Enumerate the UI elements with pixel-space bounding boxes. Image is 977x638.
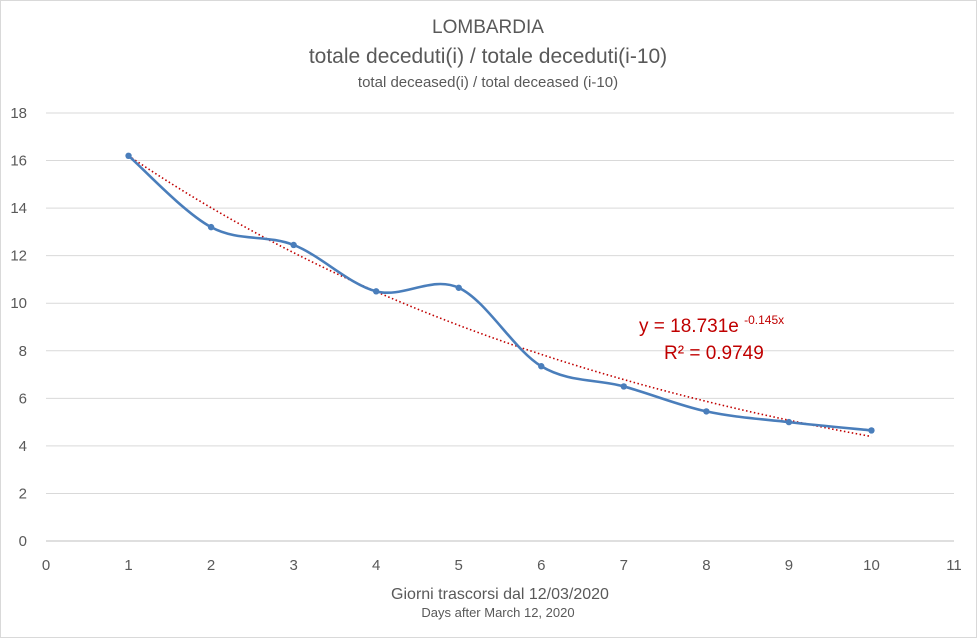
x-tick-label: 11: [946, 557, 962, 574]
trendline-path: [128, 155, 872, 438]
data-point: [455, 284, 462, 291]
data-point: [785, 418, 793, 426]
trendline-r-squared: R² = 0.9749: [664, 343, 764, 364]
data-point: [538, 363, 545, 370]
y-tick-labels: 0 2 4 6 8 10 12 14 16 18: [10, 105, 27, 550]
x-tick-label: 0: [42, 557, 50, 574]
trendline-equation-exponent: -0.145x: [744, 313, 784, 327]
series-line: [127, 154, 872, 432]
x-tick-label: 3: [289, 557, 297, 574]
chart-subtitle: totale deceduti(i) / totale deceduti(i-1…: [309, 45, 667, 68]
y-tick-label: 0: [19, 533, 27, 550]
x-tick-labels: 0 1 2 3 4 5 6 7 8 9 10 11: [42, 557, 962, 574]
chart-title: LOMBARDIA: [432, 17, 544, 38]
x-tick-label: 6: [537, 557, 545, 574]
data-points: [125, 152, 875, 434]
data-point: [125, 152, 132, 159]
x-axis-label-english: Days after March 12, 2020: [421, 605, 574, 620]
data-point: [620, 383, 628, 390]
x-tick-label: 5: [455, 557, 463, 574]
data-series: [127, 154, 872, 432]
data-point: [372, 288, 380, 295]
y-tick-label: 12: [10, 248, 27, 265]
x-tick-label: 9: [785, 557, 793, 574]
x-tick-label: 7: [620, 557, 628, 574]
y-tick-label: 16: [10, 153, 27, 170]
x-tick-label: 1: [124, 557, 132, 574]
gridlines: [46, 112, 954, 494]
y-tick-label: 4: [19, 438, 27, 455]
x-tick-label: 2: [207, 557, 215, 574]
data-point: [290, 241, 297, 249]
y-tick-label: 2: [19, 485, 27, 502]
trendline-equation-main: y = 18.731e: [639, 316, 739, 337]
y-tick-label: 18: [10, 105, 27, 122]
x-tick-label: 8: [702, 557, 710, 574]
chart-subtitle-english: total deceased(i) / total deceased (i-10…: [358, 74, 618, 91]
data-point: [207, 223, 215, 231]
data-point: [868, 427, 875, 434]
y-tick-label: 14: [10, 200, 27, 217]
x-axis-label: Giorni trascorsi dal 12/03/2020: [391, 586, 609, 603]
x-tick-label: 4: [372, 557, 380, 574]
data-point: [703, 408, 710, 415]
trendline-equation: y = 18.731e -0.145x: [639, 313, 784, 337]
y-tick-label: 10: [10, 295, 27, 312]
x-tick-label: 10: [863, 557, 880, 574]
trendline: [128, 155, 872, 438]
y-tick-label: 6: [19, 390, 27, 407]
y-tick-label: 8: [19, 343, 27, 360]
